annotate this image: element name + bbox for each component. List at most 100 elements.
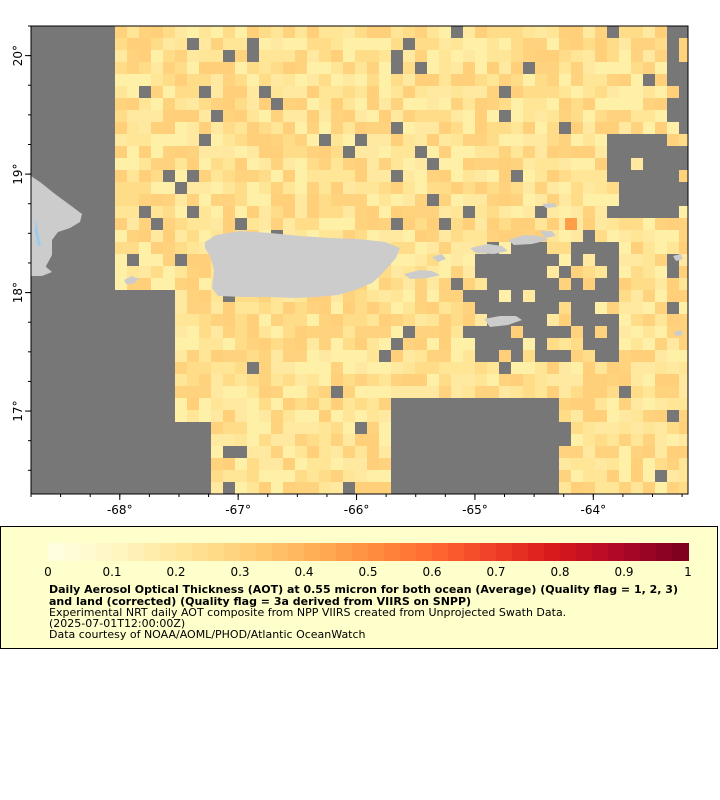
aot-cell: [163, 122, 175, 134]
no-data-cell: [127, 446, 139, 458]
no-data-cell: [67, 338, 79, 350]
aot-cell: [559, 206, 571, 218]
aot-cell: [643, 266, 655, 278]
aot-cell: [463, 62, 475, 74]
no-data-cell: [67, 482, 79, 494]
aot-cell: [139, 278, 151, 290]
no-data-cell: [535, 458, 547, 470]
no-data-cell: [91, 158, 103, 170]
no-data-cell: [523, 398, 535, 410]
no-data-cell: [607, 242, 619, 254]
aot-cell: [487, 362, 499, 374]
aot-cell: [487, 122, 499, 134]
aot-cell: [643, 458, 655, 470]
no-data-cell: [427, 194, 439, 206]
aot-cell: [391, 134, 403, 146]
aot-cell: [175, 242, 187, 254]
aot-cell: [307, 158, 319, 170]
aot-grid: [31, 26, 688, 494]
no-data-cell: [31, 302, 43, 314]
aot-cell: [679, 170, 688, 182]
no-data-cell: [619, 158, 631, 170]
no-data-cell: [43, 434, 55, 446]
no-data-cell: [31, 134, 43, 146]
aot-cell: [115, 266, 127, 278]
aot-cell: [199, 218, 211, 230]
no-data-cell: [271, 98, 283, 110]
aot-cell: [535, 158, 547, 170]
aot-cell: [247, 134, 259, 146]
aot-cell: [595, 218, 607, 230]
aot-cell: [379, 74, 391, 86]
no-data-cell: [583, 242, 595, 254]
aot-cell: [319, 122, 331, 134]
aot-cell: [211, 50, 223, 62]
aot-cell: [379, 26, 391, 38]
aot-cell: [475, 182, 487, 194]
aot-cell: [391, 302, 403, 314]
no-data-cell: [163, 362, 175, 374]
aot-cell: [199, 26, 211, 38]
aot-cell: [175, 86, 187, 98]
aot-cell: [631, 434, 643, 446]
no-data-cell: [67, 38, 79, 50]
aot-cell: [583, 86, 595, 98]
no-data-cell: [523, 410, 535, 422]
no-data-cell: [55, 386, 67, 398]
aot-cell: [631, 422, 643, 434]
aot-cell: [559, 278, 571, 290]
aot-cell: [679, 350, 688, 362]
no-data-cell: [415, 410, 427, 422]
no-data-cell: [103, 146, 115, 158]
aot-cell: [511, 122, 523, 134]
aot-cell: [439, 110, 451, 122]
aot-cell: [235, 410, 247, 422]
no-data-cell: [79, 170, 91, 182]
no-data-cell: [43, 458, 55, 470]
aot-cell: [583, 146, 595, 158]
aot-cell: [343, 134, 355, 146]
no-data-cell: [163, 446, 175, 458]
aot-cell: [643, 482, 655, 494]
aot-cell: [403, 314, 415, 326]
aot-cell: [307, 482, 319, 494]
aot-cell: [211, 302, 223, 314]
aot-cell: [631, 26, 643, 38]
aot-cell: [343, 194, 355, 206]
aot-cell: [667, 362, 679, 374]
aot-cell: [475, 206, 487, 218]
no-data-cell: [175, 434, 187, 446]
aot-cell: [319, 218, 331, 230]
aot-cell: [127, 122, 139, 134]
aot-cell: [343, 122, 355, 134]
aot-cell: [211, 350, 223, 362]
aot-cell: [247, 158, 259, 170]
no-data-cell: [223, 482, 235, 494]
aot-cell: [223, 422, 235, 434]
aot-cell: [679, 302, 688, 314]
latitude-tick-label: 18°: [11, 282, 25, 303]
aot-cell: [295, 218, 307, 230]
aot-cell: [271, 74, 283, 86]
aot-cell: [355, 218, 367, 230]
no-data-cell: [439, 458, 451, 470]
aot-cell: [451, 302, 463, 314]
no-data-cell: [103, 386, 115, 398]
aot-cell: [283, 206, 295, 218]
aot-cell: [523, 350, 535, 362]
aot-cell: [259, 26, 271, 38]
no-data-cell: [31, 74, 43, 86]
no-data-cell: [583, 338, 595, 350]
aot-cell: [199, 338, 211, 350]
no-data-cell: [571, 290, 583, 302]
colorbar-segment: [208, 543, 225, 561]
aot-cell: [343, 314, 355, 326]
aot-cell: [427, 326, 439, 338]
no-data-cell: [475, 458, 487, 470]
no-data-cell: [79, 62, 91, 74]
aot-cell: [415, 38, 427, 50]
aot-cell: [415, 278, 427, 290]
aot-cell: [475, 26, 487, 38]
aot-cell: [499, 74, 511, 86]
no-data-cell: [391, 122, 403, 134]
